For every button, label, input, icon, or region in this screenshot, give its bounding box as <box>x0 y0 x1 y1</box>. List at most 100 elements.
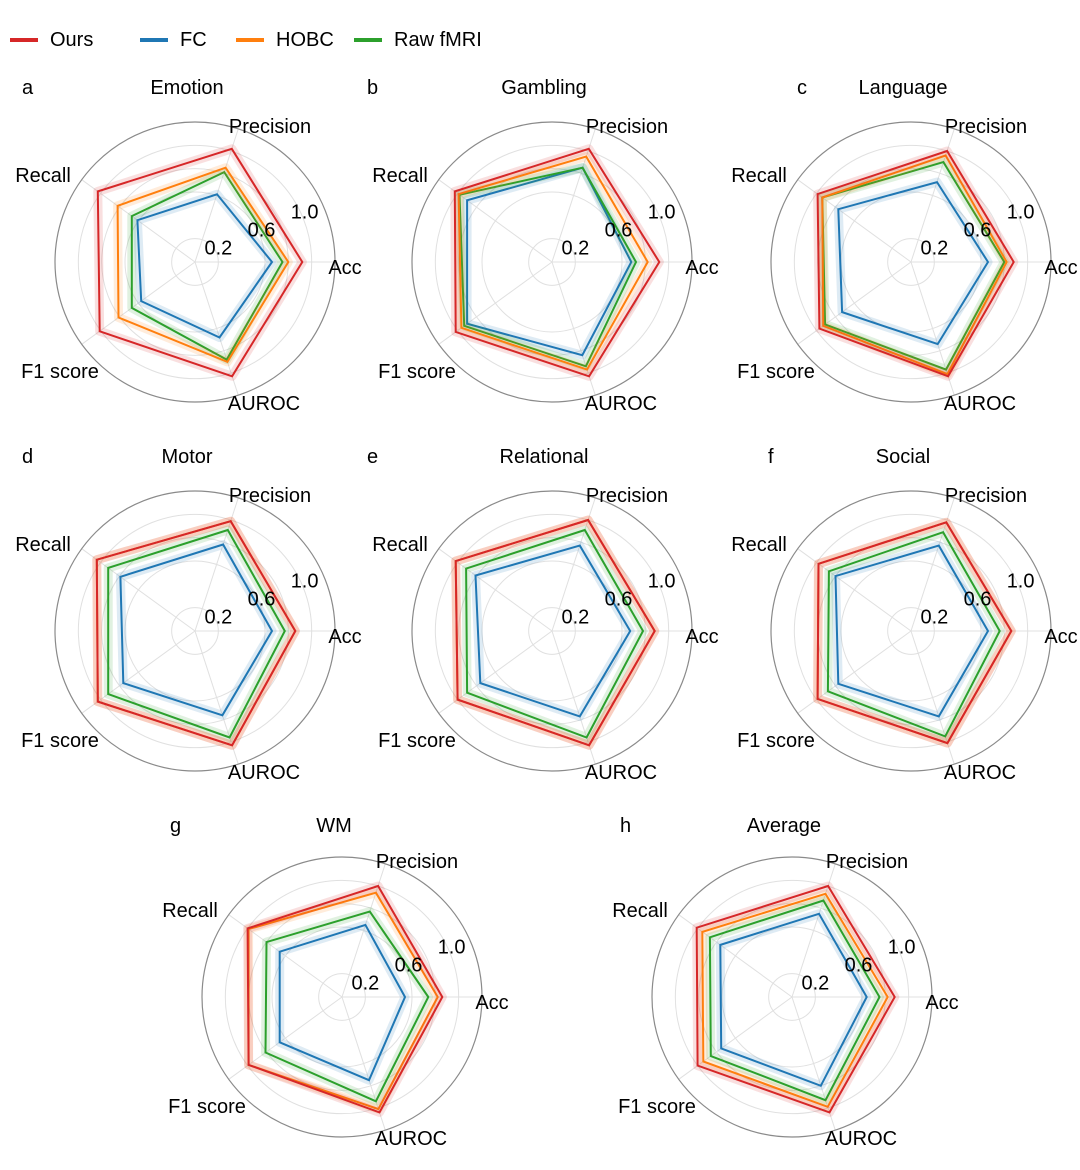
outer-circle <box>770 490 1052 772</box>
axis-label-precision: Precision <box>376 851 458 873</box>
panel-title: Relational <box>500 446 589 468</box>
axis-label-acc: Acc <box>685 626 718 648</box>
radar-panel-f: 0.2 0.6 1.0 Acc Precision Recall F1 score AUROC… <box>731 446 1077 784</box>
series-line-fc <box>474 544 632 718</box>
axis-label-auroc: AUROC <box>944 762 1016 784</box>
series-line-ours <box>695 884 896 1114</box>
radial-tick-label: 1.0 <box>1007 202 1035 224</box>
series-line-raw-fmri <box>708 899 881 1102</box>
series-line-raw-fmri <box>264 910 430 1103</box>
radial-tick-label: 0.6 <box>964 219 992 241</box>
panel-letter: d <box>22 446 33 468</box>
axis-label-precision: Precision <box>586 485 668 507</box>
spoke-line <box>551 261 596 396</box>
legend-item-hobc: HOBC <box>236 22 334 58</box>
radial-tick-label: 1.0 <box>291 202 319 224</box>
panel-title: Language <box>859 77 948 99</box>
axis-label-recall: Recall <box>731 534 787 556</box>
axis-label-recall: Recall <box>162 900 218 922</box>
axis-label-f1-score: F1 score <box>618 1096 696 1118</box>
radar-panel-h: 0.2 0.6 1.0 Acc Precision Recall F1 score AUROC… <box>612 815 958 1150</box>
radar-panel-g: 0.2 0.6 1.0 Acc Precision Recall F1 score AUROC… <box>162 815 508 1150</box>
axis-label-auroc: AUROC <box>585 393 657 415</box>
radial-tick-label: 0.2 <box>204 606 232 628</box>
series-line-hobc <box>116 166 290 364</box>
radar-panel-c: 0.2 0.6 1.0 Acc Precision Recall F1 score AUROC… <box>731 77 1077 415</box>
radial-tick-label: 0.2 <box>561 237 589 259</box>
axis-label-precision: Precision <box>586 116 668 138</box>
panel-letter: e <box>367 446 378 468</box>
radial-tick-label: 0.2 <box>561 606 589 628</box>
series-line-raw-fmri <box>107 528 286 739</box>
radial-tick-label: 0.2 <box>204 237 232 259</box>
panel-title: Gambling <box>501 77 587 99</box>
legend: Ours FC HOBC Raw fMRI <box>0 22 600 58</box>
axis-label-auroc: AUROC <box>228 762 300 784</box>
axis-label-acc: Acc <box>1044 626 1077 648</box>
series-line-hobc <box>821 154 1008 376</box>
spoke-line <box>194 630 239 765</box>
series-line-fc <box>119 543 274 717</box>
axis-label-acc: Acc <box>925 992 958 1014</box>
legend-label-fc: FC <box>180 28 207 51</box>
radial-tick-label: 0.2 <box>920 606 948 628</box>
spoke-line <box>194 261 239 396</box>
legend-item-raw-fmri: Raw fMRI <box>354 22 482 58</box>
spoke-line <box>194 497 239 632</box>
spoke-line <box>797 261 912 345</box>
axis-label-recall: Recall <box>731 165 787 187</box>
series-line-fc <box>834 544 990 718</box>
axis-label-auroc: AUROC <box>375 1128 447 1150</box>
panel-letter: h <box>620 815 631 837</box>
legend-item-fc: FC <box>140 22 207 58</box>
series-line-fc <box>719 912 868 1088</box>
series-line-ours <box>95 520 297 747</box>
axis-label-f1-score: F1 score <box>737 361 815 383</box>
axis-label-precision: Precision <box>945 116 1027 138</box>
series-line-hobc <box>701 892 889 1109</box>
outer-circle <box>54 121 336 403</box>
axis-label-recall: Recall <box>372 534 428 556</box>
spoke-line <box>551 128 596 263</box>
radial-tick-label: 1.0 <box>648 571 676 593</box>
radar-panel-e: 0.2 0.6 1.0 Acc Precision Recall F1 score AUROC… <box>367 446 719 784</box>
radial-tick-label: 0.2 <box>351 972 379 994</box>
legend-item-ours: Ours <box>10 22 93 58</box>
axis-label-f1-score: F1 score <box>378 361 456 383</box>
radar-panel-a: 0.2 0.6 1.0 Acc Precision Recall F1 score AUROC… <box>15 77 361 415</box>
outer-circle <box>201 856 483 1138</box>
series-line-ours <box>816 521 1013 745</box>
panel-letter: g <box>170 815 181 837</box>
spoke-line <box>81 630 196 714</box>
axis-label-auroc: AUROC <box>228 393 300 415</box>
axis-label-recall: Recall <box>15 165 71 187</box>
axis-label-precision: Precision <box>945 485 1027 507</box>
series-line-ours <box>246 884 444 1114</box>
series-line-ours <box>96 147 304 378</box>
axis-label-acc: Acc <box>475 992 508 1014</box>
axis-label-precision: Precision <box>826 851 908 873</box>
axis-label-acc: Acc <box>685 257 718 279</box>
axis-label-recall: Recall <box>15 534 71 556</box>
axis-label-f1-score: F1 score <box>378 730 456 752</box>
radial-tick-label: 0.6 <box>248 219 276 241</box>
axis-label-f1-score: F1 score <box>21 730 99 752</box>
radial-tick-label: 0.2 <box>801 972 829 994</box>
axis-label-f1-score: F1 score <box>21 361 99 383</box>
legend-label-raw-fmri: Raw fMRI <box>394 28 482 51</box>
panel-title: Emotion <box>150 77 223 99</box>
spoke-line <box>438 548 553 632</box>
axis-label-recall: Recall <box>612 900 668 922</box>
series-line-raw-fmri <box>465 528 645 739</box>
radial-tick-label: 0.6 <box>605 588 633 610</box>
series-line-raw-fmri <box>826 530 1001 738</box>
spoke-line <box>438 261 553 345</box>
legend-swatch-raw-fmri <box>354 38 382 42</box>
axis-label-f1-score: F1 score <box>737 730 815 752</box>
axis-label-auroc: AUROC <box>825 1128 897 1150</box>
axis-label-recall: Recall <box>372 165 428 187</box>
series-band-fc <box>275 920 410 1085</box>
series-line-fc <box>136 193 274 339</box>
series-line-ours <box>454 518 656 747</box>
